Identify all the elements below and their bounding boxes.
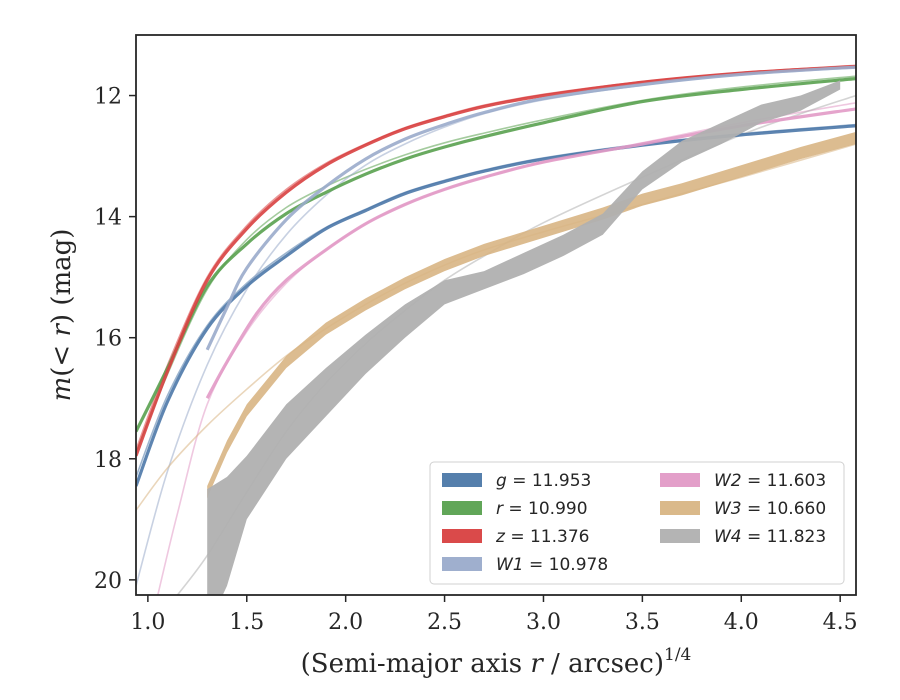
data-curve-w1 — [205, 65, 856, 351]
x-tick-label: 2.0 — [328, 610, 363, 635]
legend: g = 11.953 r = 10.990 z = 11.376 W1 = 10.97… — [429, 461, 845, 585]
legend-box — [429, 461, 845, 585]
x-axis: 1.0 1.5 2.0 2.5 3.0 3.5 4.0 4.5 — [130, 595, 858, 635]
y-tick-label: 20 — [94, 569, 122, 594]
data-curve-z — [136, 64, 856, 457]
x-axis-label: (Semi-major axis r / arcsec)1/4 — [301, 645, 692, 679]
legend-swatch-w1 — [442, 557, 482, 571]
data-curve-r — [136, 77, 856, 433]
legend-swatch-z — [442, 529, 482, 543]
y-tick-label: 12 — [94, 85, 122, 110]
x-tick-label: 4.0 — [724, 610, 759, 635]
legend-label-g: g = 11.953 — [496, 471, 591, 491]
legend-swatch-r — [442, 501, 482, 515]
y-tick-label: 14 — [94, 206, 122, 231]
legend-label-w2: W2 = 11.603 — [714, 471, 826, 491]
legend-label-r: r = 10.990 — [496, 499, 588, 519]
legend-swatch-w2 — [660, 473, 700, 487]
x-tick-label: 1.0 — [130, 610, 165, 635]
data-curve-w2 — [205, 107, 856, 399]
x-tick-label: 2.5 — [427, 610, 462, 635]
y-axis-label: m(< r) (mag) — [47, 229, 77, 402]
legend-swatch-w3 — [660, 501, 700, 515]
legend-label-w1: W1 = 10.978 — [496, 555, 608, 575]
legend-swatch-g — [442, 473, 482, 487]
x-tick-label: 3.5 — [625, 610, 660, 635]
legend-label-w3: W3 = 10.660 — [714, 499, 826, 519]
y-tick-label: 18 — [94, 448, 122, 473]
x-tick-label: 3.0 — [526, 610, 561, 635]
legend-swatch-w4 — [660, 529, 700, 543]
legend-label-z: z = 11.376 — [495, 527, 589, 547]
plot-frame — [135, 34, 857, 596]
legend-label-w4: W4 = 11.823 — [714, 527, 826, 547]
x-tick-label: 4.5 — [823, 610, 858, 635]
y-axis: 12 14 16 18 20 — [94, 85, 136, 594]
plot-area — [136, 64, 856, 595]
x-tick-label: 1.5 — [229, 610, 264, 635]
y-tick-label: 16 — [94, 327, 122, 352]
